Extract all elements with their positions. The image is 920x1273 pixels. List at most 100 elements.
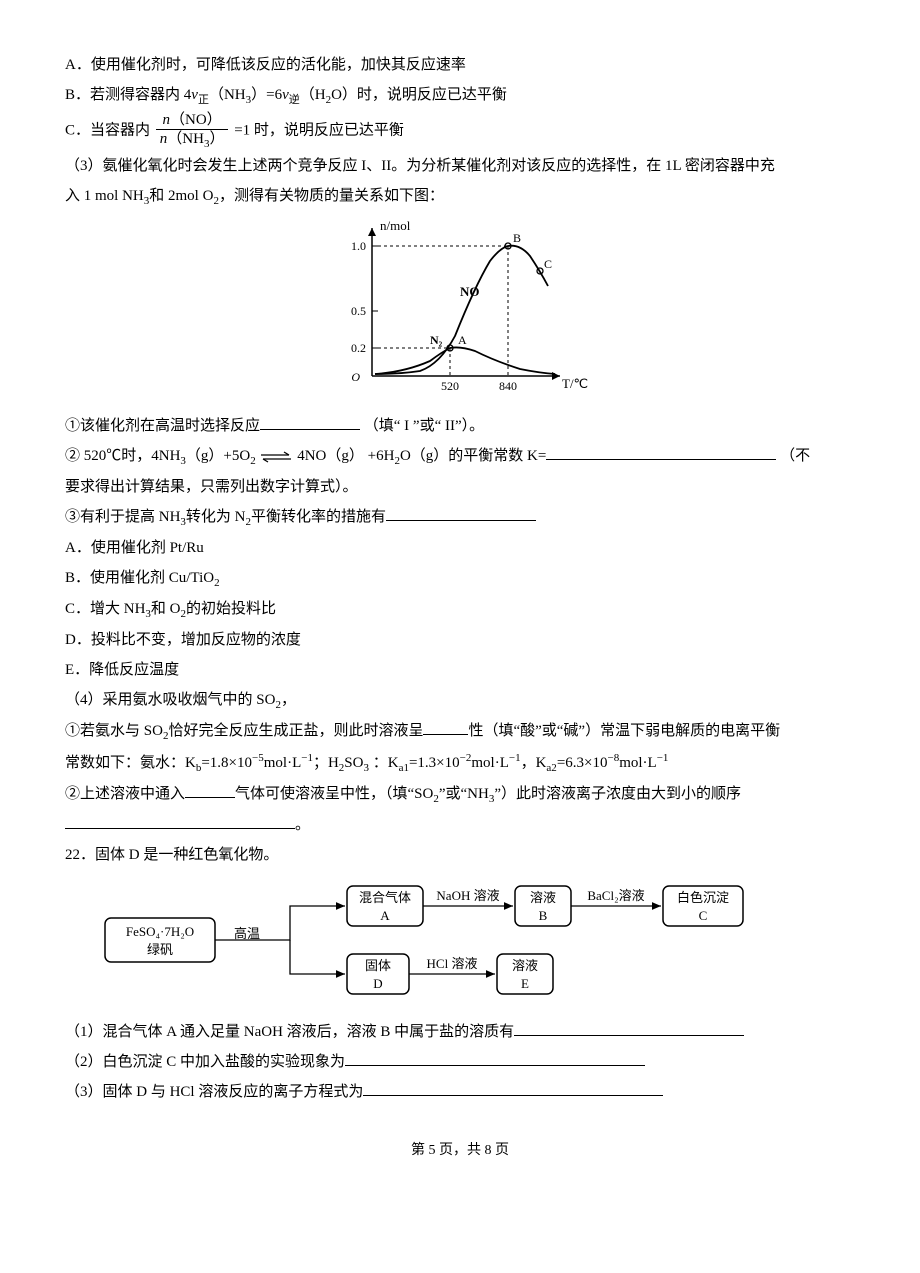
sup: −1 bbox=[301, 752, 313, 764]
text: 。 bbox=[295, 817, 310, 833]
sup: −2 bbox=[460, 752, 472, 764]
flow-box1-l2: 绿矾 bbox=[147, 942, 173, 957]
point-b-label: B bbox=[513, 231, 521, 245]
flow-boxc-l1: 白色沉淀 bbox=[677, 890, 729, 905]
sub: a2 bbox=[546, 762, 556, 774]
text: （2）白色沉淀 C 中加入盐酸的实验现象为 bbox=[65, 1054, 345, 1070]
point-c-label: C bbox=[544, 257, 552, 271]
blank bbox=[345, 1050, 645, 1066]
flow-boxd-l2: D bbox=[373, 976, 382, 991]
text: 入 1 mol NH bbox=[65, 188, 144, 204]
q3-sub2: ② 520℃时，4NH3（g）+5O2 4NO（g） +6H2O（g）的平衡常数… bbox=[65, 441, 855, 472]
curve-n2-label: N₂ bbox=[430, 333, 443, 347]
text: C．当容器内 bbox=[65, 123, 150, 139]
opt3-c: C．增大 NH3和 O2的初始投料比 bbox=[65, 594, 855, 625]
ytick: 0.2 bbox=[351, 341, 366, 355]
chart-container: O 0.2 0.5 1.0 520 840 n/mol T/℃ A B C NO… bbox=[65, 216, 855, 407]
text: ） bbox=[209, 131, 224, 147]
text: =1 时，说明反应已达平衡 bbox=[234, 123, 404, 139]
sub: 2 bbox=[250, 455, 256, 467]
text: 性（填“酸”或“碱”）常温下弱电解质的电离平衡 bbox=[468, 723, 780, 739]
var-v: v bbox=[282, 87, 289, 103]
opt3-a: A．使用催化剂 Pt/Ru bbox=[65, 533, 855, 563]
flow-boxb-l1: 溶液 bbox=[530, 890, 556, 905]
chart: O 0.2 0.5 1.0 520 840 n/mol T/℃ A B C NO… bbox=[330, 216, 590, 396]
sup: −8 bbox=[607, 752, 619, 764]
text: SO bbox=[344, 755, 363, 771]
sub: 2 bbox=[214, 577, 220, 589]
option-b: B．若测得容器内 4v正（NH3）=6v逆（H2O）时，说明反应已达平衡 bbox=[65, 80, 855, 111]
blank bbox=[65, 813, 295, 829]
text: ③有利于提高 NH bbox=[65, 509, 180, 525]
text: 气体可使溶液呈中性，（填“SO bbox=[235, 786, 433, 802]
option-a: A．使用催化剂时，可降低该反应的活化能，加快其反应速率 bbox=[65, 50, 855, 80]
text: B．若测得容器内 4 bbox=[65, 87, 191, 103]
text: ② 520℃时，4NH bbox=[65, 448, 180, 464]
blank bbox=[546, 444, 776, 460]
text: ；H bbox=[313, 755, 339, 771]
origin-label: O bbox=[351, 370, 360, 384]
opt3-e: E．降低反应温度 bbox=[65, 655, 855, 685]
text: （NH bbox=[209, 87, 246, 103]
q4-sub1-l2: 常数如下：氨水：Kb=1.8×10−5mol·L−1；H2SO3 ：Ka1=1.… bbox=[65, 747, 855, 779]
text: C．增大 NH bbox=[65, 601, 145, 617]
text: 平衡转化率的措施有 bbox=[251, 509, 386, 525]
q4-sub1: ①若氨水与 SO2恰好完全反应生成正盐，则此时溶液呈性（填“酸”或“碱”）常温下… bbox=[65, 716, 855, 747]
flow-boxd-l1: 固体 bbox=[365, 958, 391, 973]
curve-no-label: NO bbox=[460, 284, 480, 299]
option-c: C．当容器内 n（NO） n（NH3） =1 时，说明反应已达平衡 bbox=[65, 111, 855, 151]
text: ）=6 bbox=[251, 87, 282, 103]
flow-boxe-l1: 溶液 bbox=[512, 958, 538, 973]
text: （NH bbox=[167, 131, 204, 147]
q4-sub2: ②上述溶液中通入气体可使溶液呈中性，（填“SO2”或“NH3”）此时溶液离子浓度… bbox=[65, 779, 855, 810]
sub: 正 bbox=[198, 94, 209, 106]
text: 恰好完全反应生成正盐，则此时溶液呈 bbox=[168, 723, 423, 739]
text: （填“ I ”或“ II”）。 bbox=[360, 418, 484, 434]
text: ①若氨水与 SO bbox=[65, 723, 163, 739]
ylabel: n/mol bbox=[380, 218, 411, 233]
point-a-label: A bbox=[458, 333, 467, 347]
text: mol·L bbox=[264, 755, 302, 771]
flow-boxb-l2: B bbox=[539, 908, 548, 923]
xtick: 520 bbox=[441, 379, 459, 393]
text: ， bbox=[281, 692, 296, 708]
ytick: 0.5 bbox=[351, 304, 366, 318]
q4-sub2-l2: 。 bbox=[65, 810, 855, 840]
sub: 逆 bbox=[289, 94, 300, 106]
q3-sub2-l2: 要求得出计算结果，只需列出数字计算式）。 bbox=[65, 472, 855, 502]
blank bbox=[386, 505, 536, 521]
text: （3）固体 D 与 HCl 溶液反应的离子方程式为 bbox=[65, 1084, 363, 1100]
text: mol·L bbox=[619, 755, 657, 771]
ytick: 1.0 bbox=[351, 239, 366, 253]
text: =1.3×10 bbox=[409, 755, 460, 771]
q22: 22．固体 D 是一种红色氧化物。 bbox=[65, 840, 855, 870]
text: （1）混合气体 A 通入足量 NaOH 溶液后，溶液 B 中属于盐的溶质有 bbox=[65, 1024, 514, 1040]
text: （4）采用氨水吸收烟气中的 SO bbox=[65, 692, 275, 708]
text: ①该催化剂在高温时选择反应 bbox=[65, 418, 260, 434]
text: =6.3×10 bbox=[557, 755, 608, 771]
blank bbox=[514, 1020, 744, 1036]
text: mol·L bbox=[471, 755, 509, 771]
flow-box1-l1: FeSO₄·7H₂O bbox=[126, 924, 194, 939]
sup: −5 bbox=[252, 752, 264, 764]
text: （g）+5O bbox=[186, 448, 250, 464]
blank bbox=[260, 414, 360, 430]
flow-label-bacl2: BaCl₂溶液 bbox=[587, 888, 644, 903]
equilibrium-arrow-icon bbox=[259, 450, 293, 464]
text: ”或“NH bbox=[439, 786, 489, 802]
text: （NO） bbox=[170, 112, 222, 128]
var-v: v bbox=[191, 87, 198, 103]
flow-label-hcl: HCl 溶液 bbox=[427, 956, 478, 971]
q3-line1: （3）氨催化氧化时会发生上述两个竞争反应 I、II。为分析某催化剂对该反应的选择… bbox=[65, 151, 855, 181]
text: （H bbox=[300, 87, 326, 103]
sub: a1 bbox=[399, 762, 409, 774]
text: （不 bbox=[776, 448, 810, 464]
flow-boxe-l2: E bbox=[521, 976, 529, 991]
blank bbox=[363, 1080, 663, 1096]
sup: −1 bbox=[509, 752, 521, 764]
text: ，测得有关物质的量关系如下图： bbox=[219, 188, 444, 204]
flow-label-gao: 高温 bbox=[234, 926, 260, 941]
q22-sub3: （3）固体 D 与 HCl 溶液反应的离子方程式为 bbox=[65, 1077, 855, 1107]
opt3-b: B．使用催化剂 Cu/TiO2 bbox=[65, 563, 855, 594]
text: ，K bbox=[521, 755, 547, 771]
